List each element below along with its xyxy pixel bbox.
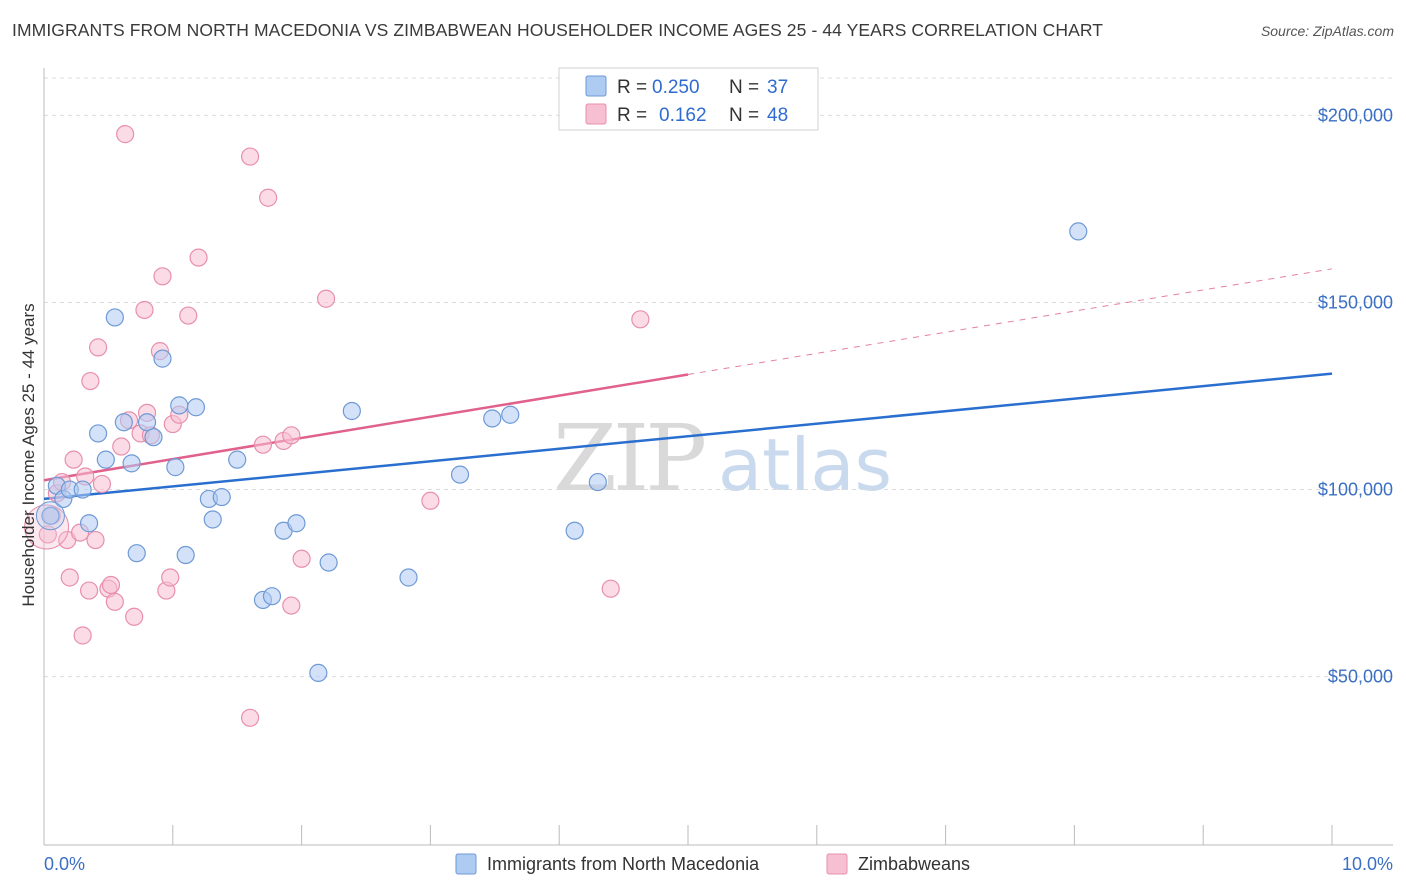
data-point-north-macedonia — [88, 424, 108, 443]
cluster-north-macedonia — [35, 501, 65, 531]
data-point-north-macedonia — [319, 553, 338, 572]
data-point-zimbabweans — [601, 579, 620, 598]
bottom-legend-swatch-blue — [455, 853, 477, 875]
legend-n-label-pink: N = — [729, 105, 759, 126]
data-point-zimbabweans — [135, 300, 154, 320]
data-point-zimbabweans — [161, 568, 180, 587]
data-point-zimbabweans — [105, 592, 124, 611]
data-point-north-macedonia — [79, 514, 99, 533]
data-point-north-macedonia — [483, 409, 502, 428]
data-point-zimbabweans — [282, 596, 301, 615]
data-point-north-macedonia — [450, 465, 470, 484]
data-point-zimbabweans — [86, 530, 105, 550]
y-tick-label: $50,000 — [1328, 667, 1393, 687]
y-axis-label: Householder Income Ages 25 - 44 years — [19, 303, 38, 606]
data-point-north-macedonia — [565, 521, 584, 540]
data-point-zimbabweans — [282, 426, 301, 445]
data-point-zimbabweans — [189, 248, 208, 267]
data-point-north-macedonia — [73, 480, 92, 499]
data-point-north-macedonia — [399, 568, 418, 587]
data-point-north-macedonia — [228, 450, 247, 469]
bottom-legend-label-blue: Immigrants from North Macedonia — [487, 854, 760, 874]
data-point-north-macedonia — [186, 398, 206, 417]
trend-line-zimbabweans — [43, 373, 689, 482]
watermark-atlas: atlas — [718, 423, 892, 507]
data-point-zimbabweans — [116, 125, 135, 144]
data-point-north-macedonia — [41, 506, 60, 525]
data-point-north-macedonia — [287, 514, 306, 533]
gridlines — [44, 77, 1393, 678]
data-point-north-macedonia — [501, 405, 520, 424]
data-point-north-macedonia — [144, 428, 163, 447]
legend-r-label-pink: R = — [617, 105, 647, 126]
data-point-zimbabweans — [92, 474, 112, 494]
legend-swatch-pink — [585, 103, 607, 125]
watermark-zip: ZIP — [553, 405, 704, 512]
data-point-north-macedonia — [1069, 222, 1088, 241]
data-point-zimbabweans — [631, 310, 650, 329]
x-tick-label-min: 0.0% — [44, 854, 85, 874]
data-point-zimbabweans — [81, 371, 100, 391]
legend-r-value-blue: 0.250 — [652, 77, 700, 98]
legend-r-value-pink: 0.162 — [659, 105, 707, 126]
trend-line-north-macedonia — [43, 372, 1333, 501]
data-point-zimbabweans — [88, 338, 108, 357]
y-tick-label: $100,000 — [1318, 480, 1393, 500]
data-point-zimbabweans — [240, 147, 260, 166]
data-point-north-macedonia — [342, 401, 361, 421]
x-tick-label-max: 10.0% — [1342, 854, 1393, 874]
data-point-zimbabweans — [60, 568, 79, 587]
data-point-north-macedonia — [309, 663, 328, 682]
data-point-north-macedonia — [170, 396, 189, 415]
data-point-north-macedonia — [212, 487, 231, 507]
legend-r-label-blue: R = — [617, 77, 647, 98]
legend: R = 0.250 N = 37 R = 0.162 N = 48 — [558, 67, 819, 131]
chart-title: IMMIGRANTS FROM NORTH MACEDONIA VS ZIMBA… — [12, 20, 1104, 40]
trend-lines — [43, 268, 1333, 501]
data-point-north-macedonia — [203, 510, 222, 529]
data-point-north-macedonia — [153, 349, 172, 368]
y-tick-label: $150,000 — [1318, 292, 1393, 312]
data-point-zimbabweans — [259, 188, 278, 207]
y-tick-labels: $50,000 $100,000 $150,000 $200,000 — [1318, 105, 1393, 686]
data-point-zimbabweans — [64, 450, 83, 469]
y-tick-label: $200,000 — [1318, 105, 1393, 125]
data-point-north-macedonia — [588, 472, 607, 492]
data-point-north-macedonia — [122, 454, 141, 473]
data-point-zimbabweans — [253, 435, 273, 454]
north-macedonia-points — [35, 222, 1088, 682]
bottom-legend-swatch-pink — [826, 853, 848, 875]
source-label: Source: ZipAtlas.com — [1260, 23, 1394, 39]
data-point-north-macedonia — [105, 308, 124, 327]
data-point-zimbabweans — [73, 626, 92, 645]
legend-n-value-pink: 48 — [767, 105, 788, 126]
data-point-zimbabweans — [153, 267, 172, 286]
axes — [43, 68, 1393, 846]
watermark: ZIP atlas — [553, 405, 892, 512]
data-point-north-macedonia — [166, 458, 185, 477]
trend-line-zimbabweans-projection — [687, 268, 1333, 376]
data-point-zimbabweans — [316, 289, 336, 308]
bottom-legend-label-pink: Zimbabweans — [858, 854, 970, 874]
legend-swatch-blue — [585, 75, 607, 97]
data-point-north-macedonia — [137, 413, 157, 432]
bottom-legend: Immigrants from North Macedonia Zimbabwe… — [455, 853, 970, 875]
data-point-zimbabweans — [101, 575, 121, 595]
data-point-zimbabweans — [112, 437, 131, 456]
data-point-north-macedonia — [114, 413, 133, 432]
data-point-north-macedonia — [127, 544, 146, 563]
data-point-zimbabweans — [179, 306, 198, 325]
data-point-north-macedonia — [262, 587, 282, 606]
data-point-north-macedonia — [176, 545, 195, 565]
legend-n-label-blue: N = — [729, 77, 759, 98]
legend-n-value-blue: 37 — [767, 77, 788, 98]
data-point-zimbabweans — [79, 581, 99, 600]
data-point-zimbabweans — [240, 708, 260, 727]
data-point-zimbabweans — [38, 525, 57, 544]
data-point-north-macedonia — [96, 450, 115, 469]
data-point-zimbabweans — [421, 491, 440, 510]
data-point-zimbabweans — [292, 549, 311, 568]
data-point-zimbabweans — [125, 607, 144, 626]
